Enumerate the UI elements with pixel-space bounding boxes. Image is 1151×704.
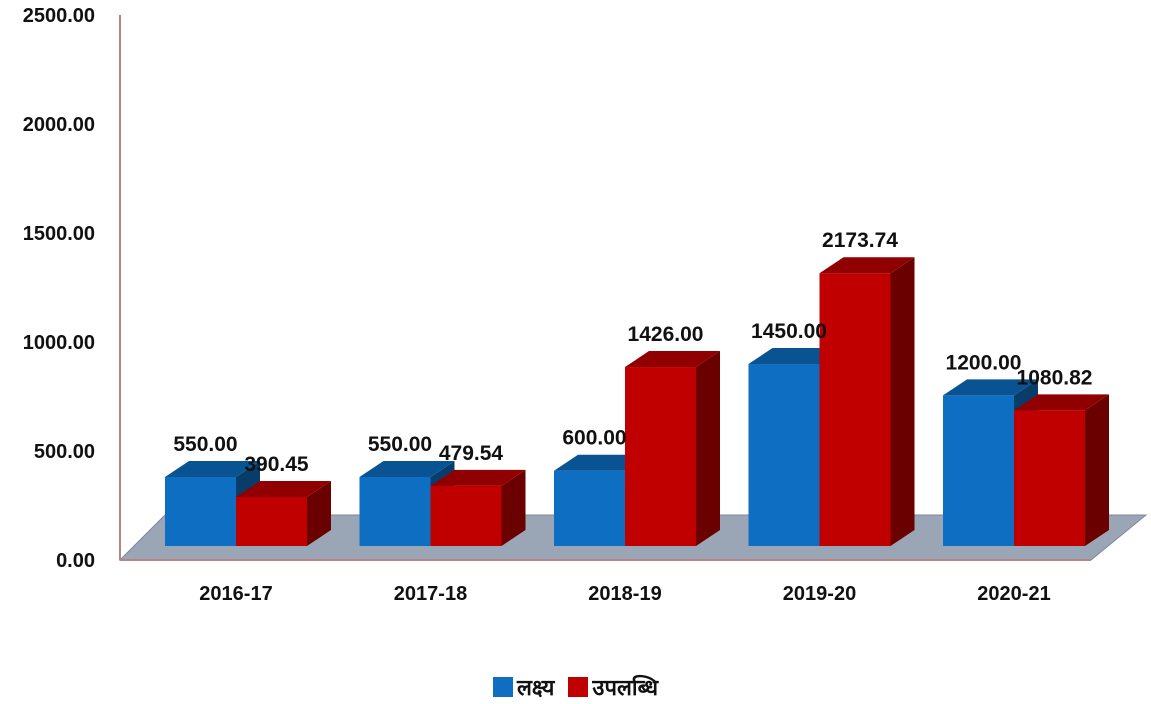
bar [625, 351, 720, 546]
bar-top [165, 460, 260, 477]
y-tick-label: 500.00 [34, 441, 95, 463]
chart-bars [165, 257, 1109, 546]
legend-label-series-2: उपलब्धि [592, 676, 659, 701]
y-tick-label: 1500.00 [23, 223, 95, 245]
y-tick-label: 2500.00 [23, 5, 95, 27]
bar [430, 469, 526, 546]
bar [1014, 394, 1109, 546]
legend-item-series-1: लक्ष्य [492, 672, 555, 702]
bar-top [1014, 394, 1109, 411]
x-category-label: 2018-19 [588, 583, 661, 605]
bar-side [501, 469, 526, 546]
chart-axes [119, 15, 1091, 561]
bar [236, 480, 331, 546]
bar-top [236, 480, 331, 497]
bar-front [748, 364, 820, 546]
data-label: 1450.00 [751, 320, 827, 343]
data-label: 1080.82 [1017, 366, 1093, 389]
bar-front [943, 395, 1014, 546]
x-category-label: 2016-17 [199, 583, 272, 605]
data-label: 550.00 [173, 433, 237, 456]
legend-label-series-1: लक्ष्य [516, 676, 555, 701]
bar-top [819, 257, 915, 274]
bar [819, 257, 915, 546]
bar-front [625, 367, 696, 546]
legend-item-series-2: उपलब्धि [568, 672, 658, 702]
y-tick-label: 2000.00 [23, 114, 95, 136]
bar-side [696, 351, 720, 546]
x-category-label: 2017-18 [394, 583, 467, 605]
bar-side [1085, 394, 1109, 546]
chart-legend: लक्ष्य उपलब्धि [0, 672, 1151, 702]
legend-swatch-series-2 [568, 677, 589, 697]
x-category-label: 2020-21 [977, 583, 1050, 605]
data-label: 550.00 [368, 433, 432, 456]
x-axis-categories: 2016-17 2017-18 2018-19 2019-20 2020-21 [199, 583, 1050, 605]
bar-front [430, 485, 502, 546]
bar-top [359, 460, 455, 477]
y-axis-ticks: 0.00 500.00 1000.00 1500.00 2000.00 2500.00 [23, 5, 95, 572]
data-label: 2173.74 [822, 229, 898, 252]
bar-front [236, 496, 307, 546]
bar-front [1014, 410, 1085, 546]
y-tick-label: 0.00 [56, 550, 95, 572]
bar-side [307, 480, 331, 546]
bar-top [943, 379, 1038, 396]
bar-front [165, 476, 236, 546]
legend-swatch-series-1 [492, 677, 513, 697]
data-label: 1200.00 [946, 351, 1022, 374]
data-label: 600.00 [562, 427, 626, 450]
data-label: 479.54 [439, 442, 504, 465]
y-tick-label: 1000.00 [23, 332, 95, 354]
data-label: 390.45 [244, 453, 309, 476]
data-labels: 550.00 390.45 550.00 479.54 600.00 1426.00 145… [173, 229, 1092, 476]
bar-front [359, 476, 431, 546]
x-category-label: 2019-20 [783, 583, 856, 605]
bar-front [819, 273, 891, 546]
bar-top [430, 469, 526, 486]
data-label: 1426.00 [628, 323, 704, 346]
bar-top [625, 351, 720, 368]
bar-front [554, 470, 625, 546]
bar-side [890, 257, 915, 546]
